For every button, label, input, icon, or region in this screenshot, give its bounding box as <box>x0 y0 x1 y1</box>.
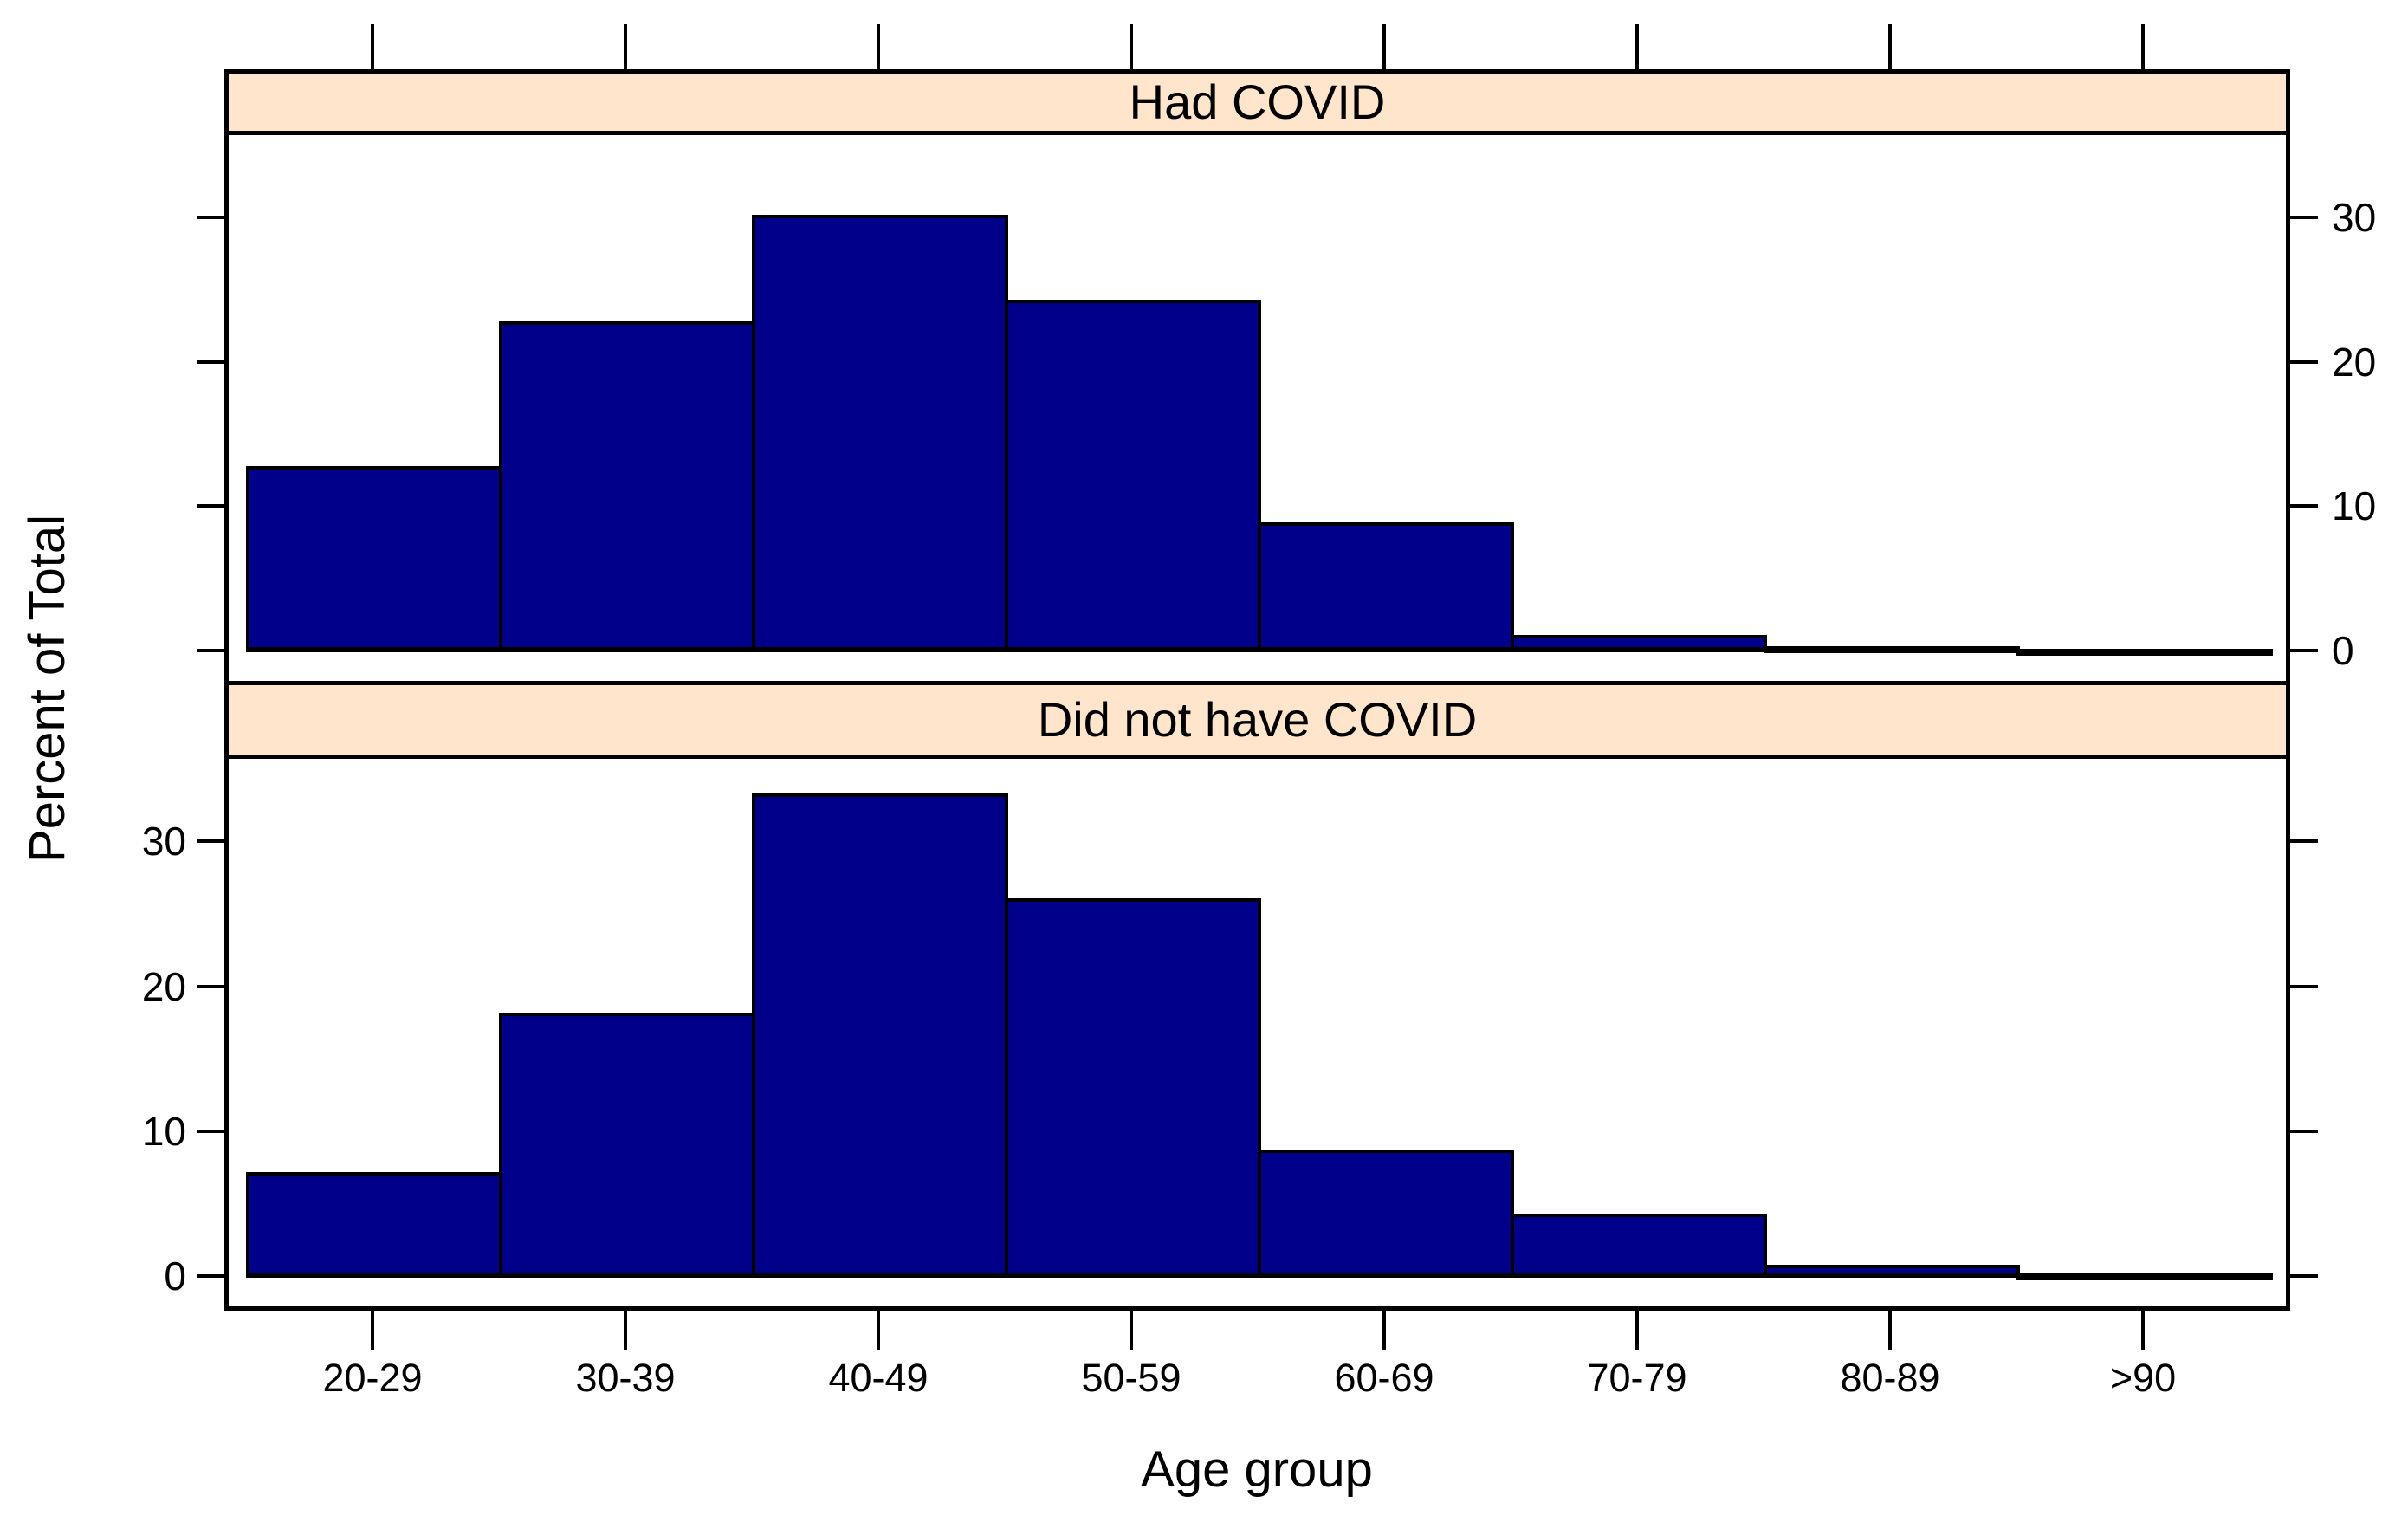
y-axis-title: Percent of Total <box>19 515 75 863</box>
x-tick-bottom <box>2141 1311 2145 1350</box>
strip-had-covid: Had COVID <box>224 69 2290 135</box>
x-tick-bottom <box>1382 1311 1386 1350</box>
strip-label-had-covid: Had COVID <box>1129 74 1386 129</box>
y-tick-left <box>197 504 224 508</box>
bar-had-covid-70-79 <box>1511 634 1767 651</box>
y-tick-right <box>2290 1273 2318 1278</box>
x-category-label: 40-49 <box>828 1356 929 1400</box>
bar-did-not-have-covid-40-49 <box>752 793 1008 1276</box>
y-tick-left <box>197 216 224 219</box>
x-tick-top <box>624 24 627 69</box>
y-tick-right <box>2290 1129 2318 1133</box>
y-tick-left <box>197 649 224 652</box>
bar-did-not-have-covid-80-89 <box>1764 1264 2020 1276</box>
y-tick-label-had-covid: 30 <box>2332 195 2377 240</box>
x-category-label: 30-39 <box>575 1356 676 1400</box>
y-tick-label-had-covid: 20 <box>2332 339 2377 385</box>
bar-did-not-have-covid-30-39 <box>499 1012 755 1276</box>
x-axis-baseline-did-not-have-covid <box>246 1273 2273 1278</box>
x-tick-top <box>2141 24 2145 69</box>
bar-had-covid-40-49 <box>752 214 1008 651</box>
y-tick-left <box>197 984 224 988</box>
y-tick-label-did-not-have-covid: 20 <box>141 963 186 1009</box>
bar-did-not-have-covid-20-29 <box>246 1171 502 1276</box>
x-tick-top <box>1382 24 1386 69</box>
x-axis-baseline-had-covid <box>246 649 2273 652</box>
bar-did-not-have-covid-50-59 <box>1005 897 1261 1276</box>
bar-had-covid-20-29 <box>246 465 502 651</box>
x-tick-top <box>371 24 374 69</box>
y-tick-right <box>2290 504 2318 508</box>
x-tick-bottom <box>1635 1311 1639 1350</box>
y-tick-label-did-not-have-covid: 30 <box>141 819 186 865</box>
y-tick-right <box>2290 984 2318 988</box>
y-tick-label-did-not-have-covid: 0 <box>164 1253 186 1299</box>
strip-did-not-have-covid: Did not have COVID <box>224 681 2290 759</box>
bar-did-not-have-covid-60-69 <box>1258 1150 1514 1276</box>
x-tick-bottom <box>371 1311 374 1350</box>
x-category-label: 80-89 <box>1840 1356 1940 1400</box>
y-tick-label-had-covid: 0 <box>2332 628 2354 673</box>
x-tick-bottom <box>1888 1311 1892 1350</box>
bar-had-covid-50-59 <box>1005 300 1261 651</box>
y-tick-right <box>2290 839 2318 844</box>
x-category-label: 70-79 <box>1587 1356 1687 1400</box>
bar-did-not-have-covid-70-79 <box>1511 1213 1767 1276</box>
x-tick-bottom <box>624 1311 627 1350</box>
x-tick-bottom <box>877 1311 880 1350</box>
bar-had-covid-30-39 <box>499 321 755 651</box>
strip-label-did-not-have-covid: Did not have COVID <box>1037 692 1478 747</box>
y-tick-label-did-not-have-covid: 10 <box>141 1108 186 1154</box>
x-tick-top <box>1888 24 1892 69</box>
y-tick-right <box>2290 649 2318 652</box>
x-tick-top <box>1130 24 1133 69</box>
x-category-label: >90 <box>2109 1356 2177 1400</box>
x-tick-bottom <box>1130 1311 1133 1350</box>
y-tick-right <box>2290 216 2318 219</box>
x-category-label: 60-69 <box>1334 1356 1434 1400</box>
x-category-label: 50-59 <box>1081 1356 1181 1400</box>
x-tick-top <box>1635 24 1639 69</box>
y-tick-left <box>197 1129 224 1133</box>
y-tick-left <box>197 1273 224 1278</box>
x-tick-top <box>877 24 880 69</box>
y-tick-label-had-covid: 10 <box>2332 483 2377 529</box>
y-tick-right <box>2290 359 2318 364</box>
x-category-label: 20-29 <box>322 1356 423 1400</box>
bar-had-covid-60-69 <box>1258 521 1514 651</box>
x-axis-title: Age group <box>1141 1441 1373 1498</box>
y-tick-left <box>197 359 224 364</box>
y-tick-left <box>197 839 224 844</box>
